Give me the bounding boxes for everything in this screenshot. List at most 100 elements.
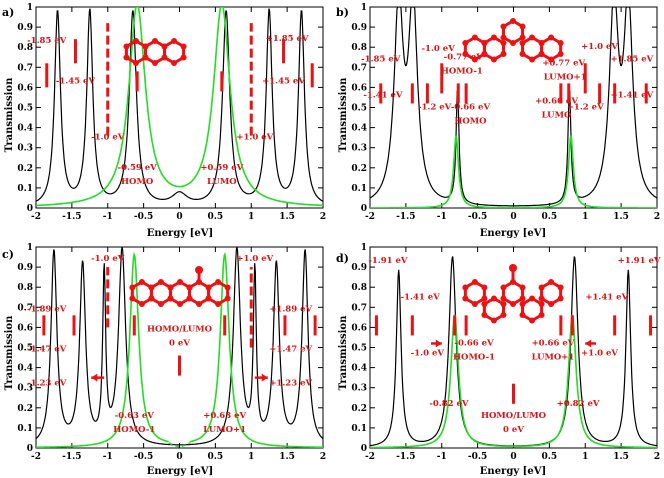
molecule-atom [557, 51, 564, 57]
y-tick-label: 0.3 [351, 144, 367, 154]
molecule-atom [471, 279, 478, 285]
molecule-atom [123, 43, 130, 50]
energy-annotation: HOMO [454, 117, 487, 127]
x-tick-label: 0.5 [542, 212, 558, 222]
panel-c: c) -2 -1.5 -1 -0.5 0 0.5 1 1.5 2 0 0.1 0.2 0.3 0.4 0.5… [2, 243, 326, 477]
y-tick-label: 1 [27, 3, 33, 13]
x-tick-label: -1 [103, 452, 113, 462]
series-green-line [370, 135, 657, 208]
energy-annotation: LUMO [207, 177, 237, 187]
y-tick-label: 0.8 [351, 283, 367, 293]
panel-b: b) -2 -1.5 -1 -0.5 0 0.5 1 1.5 2 0 0.1 0.2 0.3 0.4 0.5… [336, 3, 660, 239]
molecule-atom [557, 284, 564, 291]
molecule-ring [482, 35, 505, 62]
x-tick-label: -2 [31, 452, 41, 462]
y-tick-label: 1 [361, 3, 367, 13]
molecule-atom [548, 301, 555, 307]
molecule-atom [142, 54, 149, 61]
molecule-atom [481, 312, 488, 318]
y-tick-label: 0.2 [351, 404, 367, 414]
x-tick-label: -0.5 [468, 212, 487, 222]
energy-annotation: -1.41 eV [401, 292, 441, 302]
molecule-atom [171, 60, 178, 66]
molecule-atom [180, 54, 187, 61]
energy-annotation: -0.66 eV [454, 338, 494, 348]
x-tick-label: 2 [320, 452, 326, 462]
series-green-line [36, 251, 323, 448]
y-tick-label: 0.3 [351, 384, 367, 394]
molecule-atom [138, 279, 145, 285]
x-tick-label: 1.5 [279, 452, 295, 462]
y-tick-label: 1 [27, 243, 33, 253]
molecule-ring [130, 280, 153, 306]
x-tick-label: -1 [103, 212, 113, 222]
y-tick-label: 0.2 [351, 164, 367, 174]
x-tick-label: -1.5 [62, 452, 81, 462]
y-axis-label: Transmission [4, 315, 15, 390]
molecule-atom [177, 301, 183, 307]
x-tick-label: 0 [510, 212, 516, 222]
molecule-atom [142, 43, 149, 50]
molecule-ring [501, 280, 525, 306]
molecule-atom [462, 295, 469, 302]
panel-label: d) [336, 252, 349, 265]
y-tick-label: 0.1 [351, 424, 367, 434]
x-tick-label: 0 [176, 452, 182, 462]
energy-annotation: HOMO/LUMO [481, 411, 547, 421]
y-tick-label: 0.8 [351, 43, 367, 53]
energy-annotation: -1.91 eV [368, 256, 408, 266]
y-tick-label: 0.3 [17, 384, 33, 394]
y-tick-label: 0 [361, 204, 367, 214]
y-tick-label: 0.8 [17, 43, 33, 53]
molecule-ring [540, 35, 563, 62]
molecule-ring [188, 280, 211, 306]
molecule-atom [132, 60, 139, 66]
y-tick-label: 0.7 [351, 63, 367, 73]
energy-annotation: +0.59 eV [200, 163, 243, 173]
energy-annotation: HOMO-1 [441, 66, 483, 76]
y-tick-label: 0.2 [17, 404, 33, 414]
x-axis-label: Energy [eV] [480, 228, 546, 239]
energy-annotation: +1.41 eV [610, 90, 653, 100]
molecule-atom [148, 284, 155, 291]
molecule-branched-meta-3-ring [462, 264, 564, 324]
molecule-atom [167, 295, 174, 302]
molecule-atom [519, 295, 526, 302]
x-tick-label: -1.5 [396, 452, 415, 462]
molecule-atom [186, 295, 193, 302]
x-tick-label: -1.5 [62, 212, 81, 222]
energy-annotation: -1.85 eV [361, 54, 401, 64]
molecule-atom [177, 279, 183, 285]
x-tick-label: 0.5 [208, 452, 224, 462]
molecule-atom [195, 266, 204, 274]
y-tick-label: 0.7 [351, 303, 367, 313]
energy-annotation: -1.0 eV [91, 133, 125, 143]
panel-label: a) [2, 6, 14, 19]
molecule-atom [548, 56, 555, 63]
molecule-atom [462, 284, 469, 291]
energy-annotation: +1.89 eV [269, 304, 312, 314]
molecule-atom [510, 40, 516, 46]
energy-annotation: +1.41 eV [585, 292, 628, 302]
plot-frame [369, 6, 658, 209]
molecule-ring [521, 296, 544, 323]
molecule-atom [471, 301, 478, 307]
x-tick-label: -2 [31, 212, 41, 222]
energy-annotation: -0.59 eV [118, 163, 158, 173]
x-tick-label: -2 [365, 452, 375, 462]
molecule-atom [538, 295, 545, 302]
molecule-atom [519, 40, 526, 46]
x-tick-label: 0.5 [208, 212, 224, 222]
y-axis-label: Transmission [338, 77, 349, 152]
x-tick-label: 1 [582, 212, 588, 222]
molecule-atom [490, 317, 497, 324]
molecule-atom [538, 40, 545, 46]
molecule-ring [482, 296, 505, 323]
molecule-atom [500, 23, 507, 30]
molecule-atom [129, 295, 136, 302]
y-tick-label: 0.1 [351, 184, 367, 194]
molecule-atom [196, 301, 203, 307]
molecule-atom [519, 312, 526, 318]
x-tick-label: 1.5 [613, 212, 629, 222]
molecule-atom [510, 18, 516, 24]
